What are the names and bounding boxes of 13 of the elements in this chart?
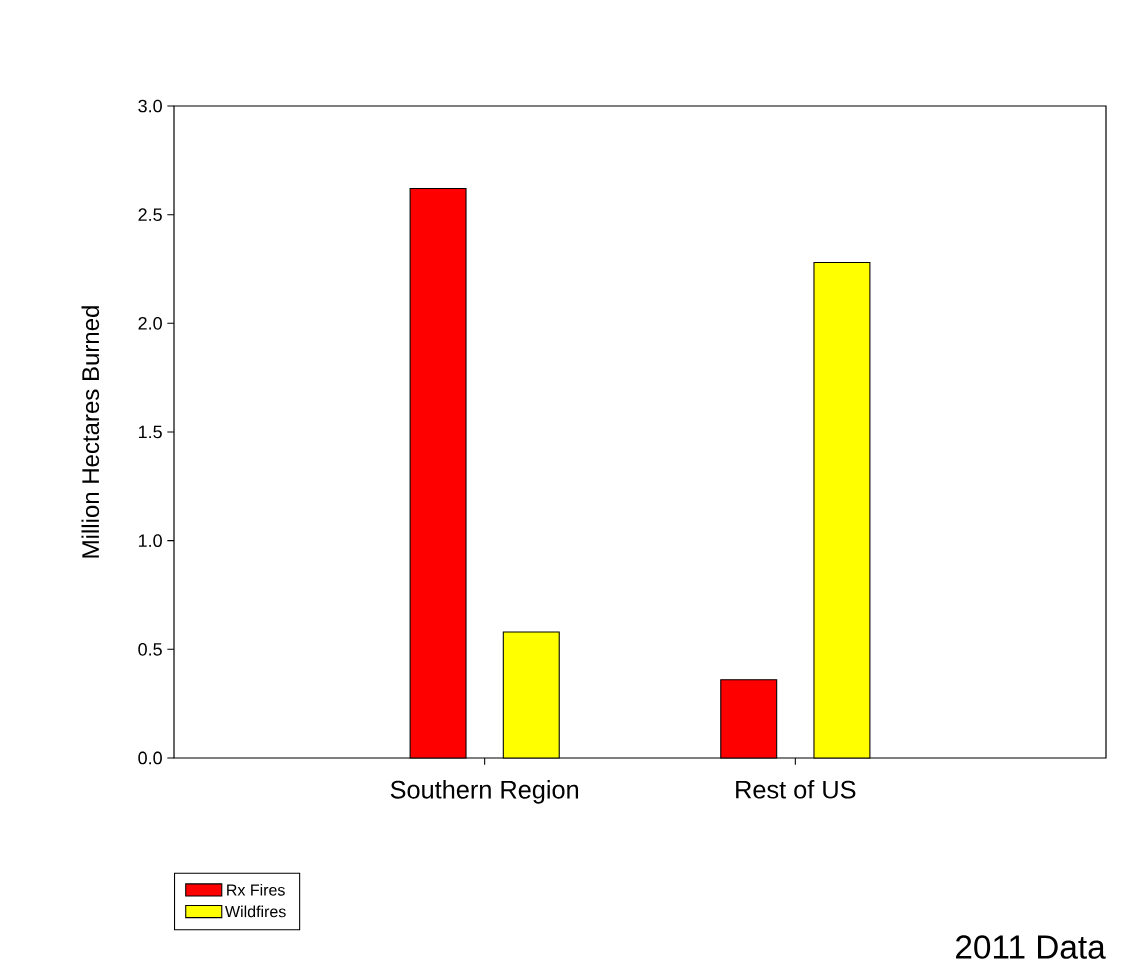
y-tick-label: 0.5	[138, 642, 162, 656]
legend-label: Wildfires	[225, 905, 286, 918]
y-axis-title: Million Hectares Burned	[81, 306, 100, 558]
y-tick-label: 1.5	[138, 425, 162, 439]
x-tick-label: Southern Region	[390, 780, 579, 804]
y-tick-label: 1.0	[138, 534, 162, 548]
y-tick-label: 3.0	[138, 99, 162, 113]
y-tick-label: 2.5	[138, 208, 162, 222]
x-tick-label: Rest of US	[736, 780, 856, 799]
legend-label: Rx Fires	[227, 883, 285, 896]
y-tick-label: 0.0	[138, 751, 162, 765]
text: 2011 Data	[956, 935, 1106, 959]
y-tick-label: 2.0	[138, 316, 162, 330]
